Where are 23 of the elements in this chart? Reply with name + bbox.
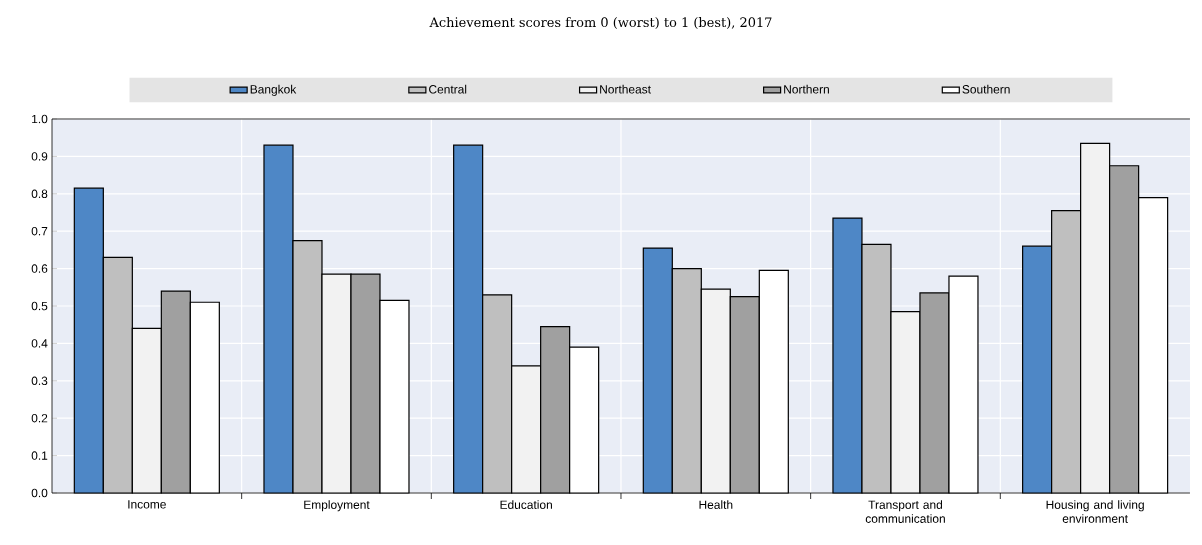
x-tick-label: Transport and communication	[865, 500, 945, 523]
chart-subtitle: Achievement scores from 0 (worst) to 1 (best), 2017	[429, 17, 772, 29]
y-tick-label: 0.7	[31, 226, 48, 236]
y-tick-label: 0.6	[31, 264, 48, 273]
x-tick-label: Housing and living environment	[1046, 500, 1144, 523]
y-tick-label: 0.3	[31, 376, 48, 386]
y-tick-label: 0.8	[31, 189, 48, 199]
y-tick-label: 0.4	[31, 339, 48, 348]
legend-label: Southern	[962, 84, 1010, 94]
legend-label: Bangkok	[250, 84, 297, 96]
x-tick-label: Income	[128, 500, 166, 509]
y-tick-label: 1.0	[32, 114, 48, 124]
x-tick-label: Education	[500, 500, 552, 509]
y-tick-label: 0.9	[31, 152, 48, 161]
x-tick-label: Health	[699, 500, 733, 509]
y-tick-label: 0.5	[31, 301, 48, 311]
x-tick-label: Employment	[304, 500, 370, 512]
legend-label: Central	[429, 84, 467, 94]
y-tick-label: 0.0	[31, 488, 48, 498]
y-tick-label: 0.1	[31, 451, 48, 460]
legend-label: Northeast	[600, 84, 651, 94]
legend-label: Northern	[784, 84, 829, 94]
y-tick-label: 0.2	[31, 413, 48, 423]
